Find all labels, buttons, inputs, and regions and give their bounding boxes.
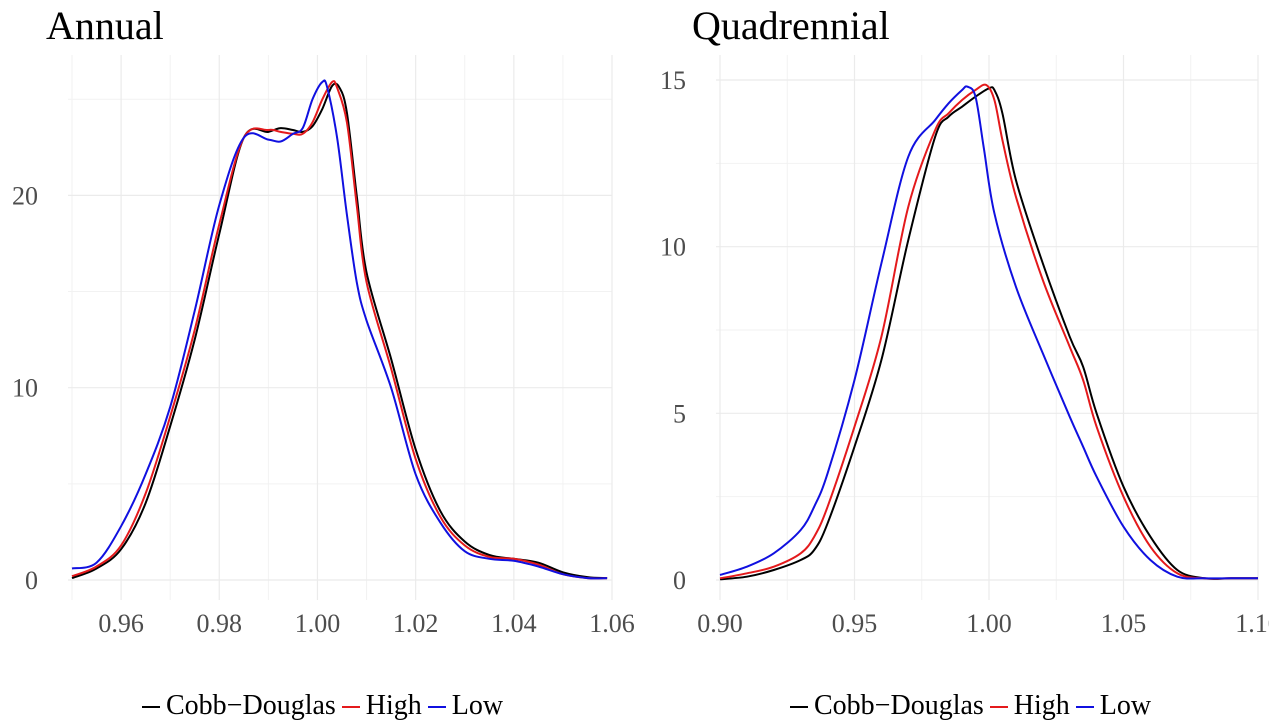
x-tick-label: 1.04 [491, 609, 537, 638]
y-tick-label: 20 [12, 181, 38, 210]
legend-item-cobb-douglas: Cobb−Douglas [790, 690, 984, 722]
x-tick-label: 0.98 [197, 609, 243, 638]
legend-item-high: High [341, 690, 422, 722]
grid [716, 55, 1259, 600]
legend-label: High [1013, 690, 1070, 721]
x-tick-label: 0.90 [697, 609, 743, 638]
annual-chart-panel: Annual 0.96 0.98 1.00 1.02 1.04 1.06 0 10 20 Cob… [0, 0, 635, 726]
legend-label: Low [451, 690, 504, 721]
legend: Cobb−Douglas High Low [142, 688, 509, 724]
y-tick-label: 10 [660, 233, 686, 262]
legend-key-cobb-douglas [142, 706, 160, 708]
x-tick-label: 1.06 [589, 609, 635, 638]
series-line-cobb-douglas [719, 86, 1258, 581]
legend-item-low: Low [1075, 690, 1152, 722]
legend-label: Cobb−Douglas [814, 690, 984, 721]
legend-item-cobb-douglas: Cobb−Douglas [142, 690, 336, 722]
y-tick-label: 0 [673, 566, 686, 595]
legend-label: Low [1099, 690, 1152, 721]
legend-item-low: Low [427, 690, 504, 722]
y-tick-label: 0 [25, 566, 38, 595]
legend: Cobb−Douglas High Low [790, 688, 1157, 724]
quadrennial-density-plot: 0.90 0.95 1.00 1.05 1.10 0 5 10 15 [660, 55, 1269, 638]
x-tick-label: 0.95 [832, 609, 878, 638]
series-line-high [719, 83, 1258, 580]
x-tick-label: 1.00 [295, 609, 341, 638]
legend-key-high [989, 706, 1008, 708]
series-line-low [719, 85, 1258, 580]
y-tick-label: 15 [660, 66, 686, 95]
x-tick-label: 1.02 [393, 609, 439, 638]
annual-density-plot: 0.96 0.98 1.00 1.02 1.04 1.06 0 10 20 [12, 55, 635, 638]
series-line-cobb-douglas [71, 82, 608, 580]
x-tick-label: 1.00 [966, 609, 1012, 638]
grid [68, 55, 613, 600]
legend-item-high: High [989, 690, 1070, 722]
legend-label: Cobb−Douglas [166, 690, 336, 721]
legend-label: High [365, 690, 422, 721]
quadrennial-chart-panel: Quadrennial 0.90 0.95 1.00 1.05 1.10 0 5 10 15 C… [634, 0, 1269, 726]
legend-key-low [427, 706, 446, 708]
legend-key-cobb-douglas [790, 706, 808, 708]
y-tick-label: 10 [12, 374, 38, 403]
legend-key-high [341, 706, 360, 708]
x-tick-label: 0.96 [98, 609, 144, 638]
series-line-low [71, 79, 608, 580]
series-line-high [71, 80, 608, 580]
x-tick-label: 1.10 [1235, 609, 1269, 638]
x-tick-label: 1.05 [1101, 609, 1147, 638]
chart-title: Annual [46, 3, 164, 48]
chart-title: Quadrennial [692, 3, 890, 48]
y-tick-label: 5 [673, 399, 686, 428]
legend-key-low [1075, 706, 1094, 708]
